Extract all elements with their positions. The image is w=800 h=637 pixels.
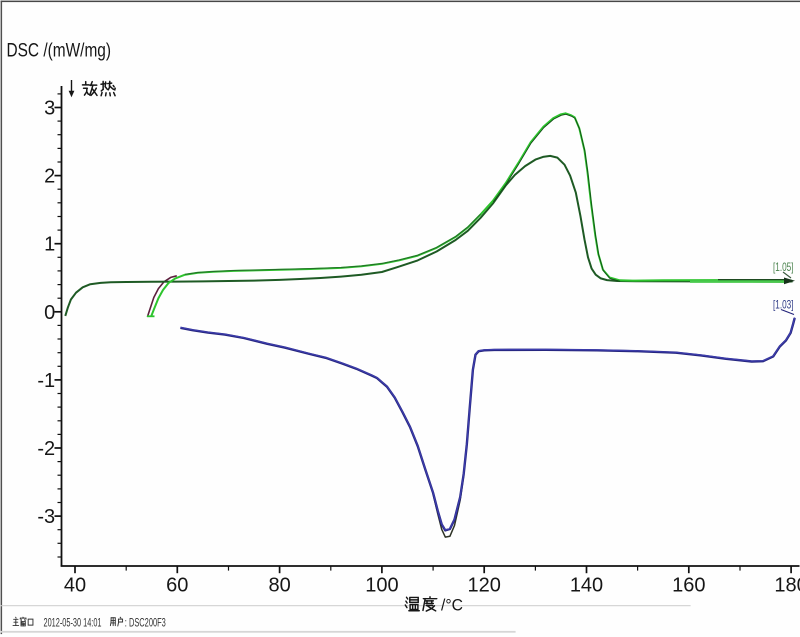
svg-text:[1.05]: [1.05]	[773, 260, 794, 274]
svg-text:0: 0	[44, 302, 55, 324]
svg-text:60: 60	[166, 575, 188, 597]
svg-text:80: 80	[268, 575, 290, 597]
svg-text:/°C: /°C	[441, 596, 463, 615]
svg-text:100: 100	[365, 575, 398, 597]
svg-text:3: 3	[44, 98, 55, 120]
svg-text:160: 160	[672, 575, 705, 597]
svg-text:2: 2	[44, 166, 55, 188]
svg-text:120: 120	[468, 575, 501, 597]
svg-text:180: 180	[774, 575, 800, 597]
svg-text:DSC /(mW/mg): DSC /(mW/mg)	[7, 39, 112, 61]
svg-text:-1: -1	[37, 370, 55, 392]
svg-text:140: 140	[570, 575, 603, 597]
svg-text:-2: -2	[37, 438, 55, 460]
svg-text:2012-05-30 14:01: 2012-05-30 14:01	[44, 615, 102, 629]
svg-text:[1.03]: [1.03]	[773, 297, 794, 311]
svg-text:-3: -3	[37, 506, 55, 528]
svg-text:40: 40	[64, 575, 86, 597]
svg-text:: DSC200F3: : DSC200F3	[125, 615, 166, 629]
svg-text:1: 1	[44, 234, 55, 256]
